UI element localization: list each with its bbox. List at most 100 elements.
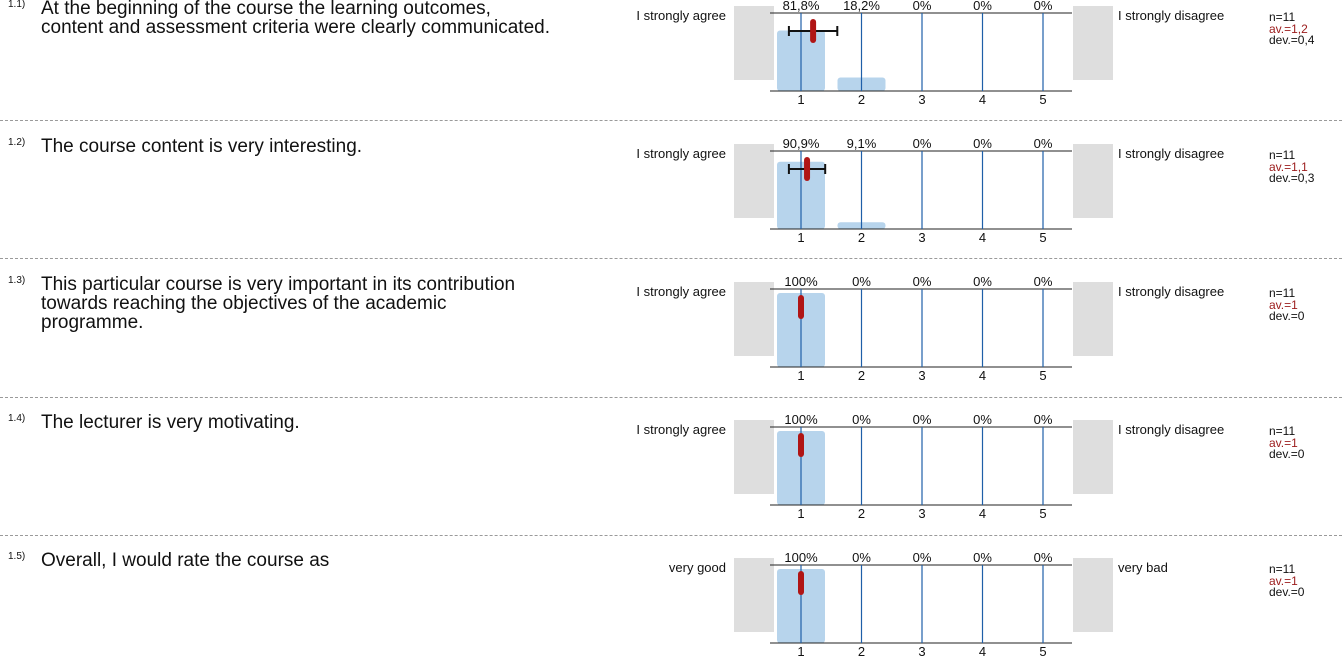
percent-label: 0% [852,274,871,289]
tick-label: 4 [979,92,986,107]
scale-left-box [734,420,774,494]
stat-average: av.=1 [1269,573,1298,588]
tick-label: 2 [858,230,865,245]
percent-label: 0% [973,412,992,427]
scale-left-label: I strongly agree [636,146,726,161]
question-item: 1.3) This particular course is very impo… [0,264,1342,394]
percent-label: 0% [1034,0,1053,13]
scale-left-box [734,282,774,356]
tick-label: 4 [979,644,986,659]
percent-label: 0% [1034,136,1053,151]
tick-label: 4 [979,368,986,383]
separator [0,258,1342,259]
question-text: The lecturer is very motivating. [41,412,300,433]
stat-deviation: dev.=0 [1269,447,1305,461]
question-number: 1.5) [8,551,26,562]
stats-block: n=11 av.=1,1 dev.=0,3 [1269,148,1315,185]
stat-average: av.=1,1 [1269,159,1308,174]
question-number: 1.2) [8,137,26,148]
scale-right-box [1073,282,1113,356]
scale-left-label: I strongly agree [636,284,726,299]
stats-block: n=11 av.=1,2 dev.=0,4 [1269,10,1315,47]
stat-average: av.=1,2 [1269,21,1308,36]
percent-label: 0% [973,0,992,13]
percent-label: 0% [852,550,871,565]
scale-right-label: I strongly disagree [1118,422,1225,437]
tick-label: 5 [1039,644,1046,659]
tick-label: 2 [858,368,865,383]
scale-left-label: very good [668,560,726,575]
scale-right-label: I strongly disagree [1118,146,1225,161]
tick-label: 4 [979,230,986,245]
stats-block: n=11 av.=1 dev.=0 [1269,425,1305,461]
stat-average: av.=1 [1269,435,1298,450]
mean-marker [798,571,804,595]
scale-left-box [734,558,774,632]
question-item: 1.5) Overall, I would rate the course as… [0,540,1342,670]
response-chart: 100% 0% 0% 0% 0% 1 2 3 4 5 [770,550,1072,659]
mean-marker [810,19,817,43]
response-chart: 100% 0% 0% 0% 0% 1 2 3 4 5 [770,412,1072,521]
separator [0,120,1342,121]
mean-marker [798,295,804,319]
tick-label: 3 [918,368,925,383]
scale-left-box [734,6,774,80]
stat-deviation: dev.=0,4 [1269,33,1315,47]
tick-label: 1 [797,92,804,107]
mean-marker [798,433,804,457]
percent-label: 9,1% [847,136,877,151]
percent-label: 0% [913,550,932,565]
question-item: 1.4) The lecturer is very motivating. I … [0,402,1342,532]
tick-label: 1 [797,506,804,521]
separator [0,535,1342,536]
question-item: 1.2) The course content is very interest… [0,126,1342,256]
tick-label: 2 [858,506,865,521]
stats-block: n=11 av.=1 dev.=0 [1269,562,1304,599]
tick-label: 3 [918,92,925,107]
stat-average: av.=1 [1269,297,1298,312]
stat-n: n=11 [1269,10,1296,24]
stat-deviation: dev.=0,3 [1269,171,1315,185]
percent-label: 18,2% [843,0,880,13]
response-chart: 100% 0% 0% 0% 0% 1 2 3 4 5 [770,274,1072,383]
percent-label: 0% [913,274,932,289]
question-number: 1.3) [8,275,26,286]
stat-n: n=11 [1269,562,1296,576]
separator [0,397,1342,398]
question-text: The course content is very interesting. [41,136,363,157]
percent-label: 0% [913,136,932,151]
percent-label: 0% [1034,412,1053,427]
scale-right-box [1073,420,1113,494]
stats-block: n=11 av.=1 dev.=0 [1269,286,1304,323]
scale-right-label: very bad [1118,560,1168,575]
question-text: This particular course is very important… [41,274,516,333]
question-text: At the beginning of the course the learn… [41,0,551,38]
tick-label: 4 [979,506,986,521]
tick-label: 5 [1039,92,1046,107]
question-number: 1.1) [8,0,26,10]
tick-label: 1 [797,230,804,245]
scale-right-label: I strongly disagree [1118,284,1225,299]
response-chart: 90,9% 9,1% 0% 0% 0% 1 2 3 4 5 [770,136,1072,245]
scale-left-box [734,144,774,218]
percent-label: 0% [913,412,932,427]
percent-label: 100% [784,412,818,427]
percent-label: 100% [784,550,818,565]
scale-left-label: I strongly agree [636,422,726,437]
percent-label: 81,8% [783,0,820,13]
tick-label: 5 [1039,506,1046,521]
stat-n: n=11 [1269,286,1296,300]
scale-right-box [1073,144,1113,218]
tick-label: 3 [918,230,925,245]
question-item: 1.1) At the beginning of the course the … [0,0,1342,118]
scale-left-label: I strongly agree [636,8,726,23]
percent-label: 90,9% [783,136,820,151]
tick-label: 5 [1039,368,1046,383]
tick-label: 1 [797,644,804,659]
stat-n: n=11 [1269,148,1296,162]
tick-label: 5 [1039,230,1046,245]
percent-label: 0% [1034,550,1053,565]
response-chart: 81,8% 18,2% 0% 0% 0% 1 2 3 4 5 [770,0,1072,107]
scale-right-label: I strongly disagree [1118,8,1225,23]
percent-label: 0% [973,136,992,151]
